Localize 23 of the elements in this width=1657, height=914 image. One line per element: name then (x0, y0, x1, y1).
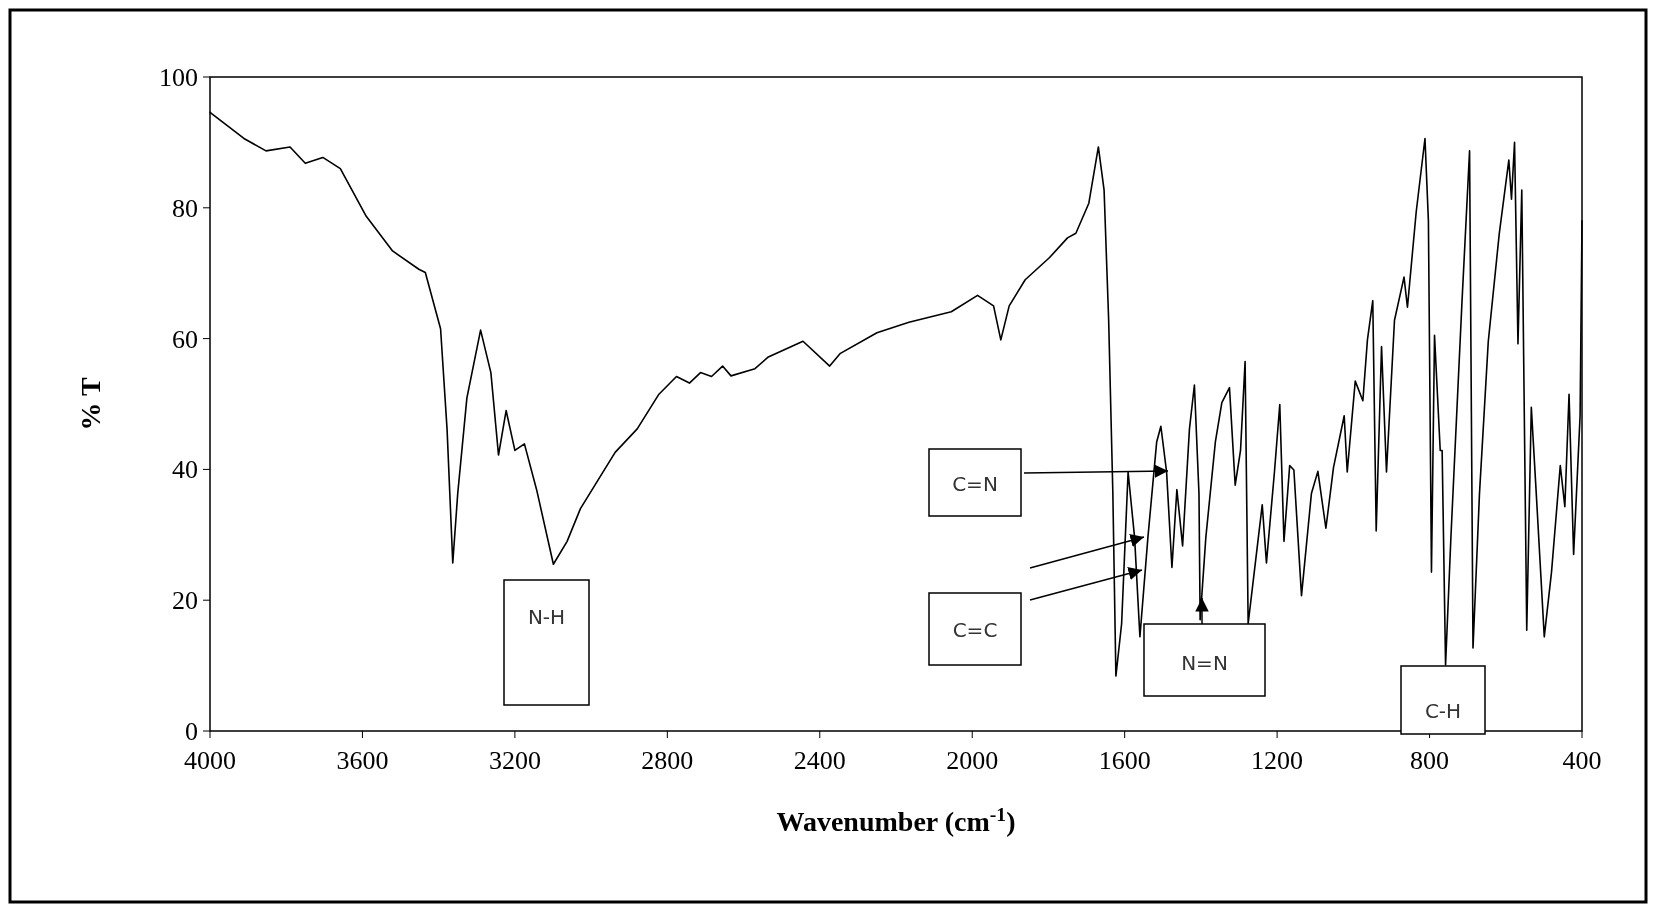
y-tick-label: 80 (172, 193, 198, 223)
annotation: N=N (1181, 651, 1228, 675)
y-tick-label: 20 (172, 586, 198, 616)
y-tick-label: 40 (172, 455, 198, 485)
annotation: C=N (952, 472, 998, 496)
x-tick-label: 3600 (336, 746, 389, 775)
y-axis-title: % T (75, 377, 106, 431)
annotation: C=C (952, 618, 998, 642)
x-tick-label: 2400 (793, 746, 846, 775)
x-tick-label: 4000 (184, 746, 236, 775)
x-tick-label: 3200 (488, 746, 541, 775)
x-axis-title: Wavenumber (cm$^{-1}$) (776, 803, 1016, 837)
x-tick-label: 1200 (1251, 746, 1304, 775)
x-tick-label: 2800 (641, 746, 694, 775)
y-tick-label: 0 (185, 717, 198, 746)
y-tick-label: 100 (159, 63, 198, 92)
annotation: C-H (1424, 699, 1462, 723)
annotation: N-H (527, 605, 566, 629)
x-tick-label: 400 (1562, 746, 1602, 775)
x-tick-label: 1600 (1098, 746, 1151, 775)
y-tick-label: 60 (172, 324, 198, 354)
x-tick-label: 800 (1410, 746, 1450, 775)
x-tick-label: 2000 (946, 746, 999, 775)
